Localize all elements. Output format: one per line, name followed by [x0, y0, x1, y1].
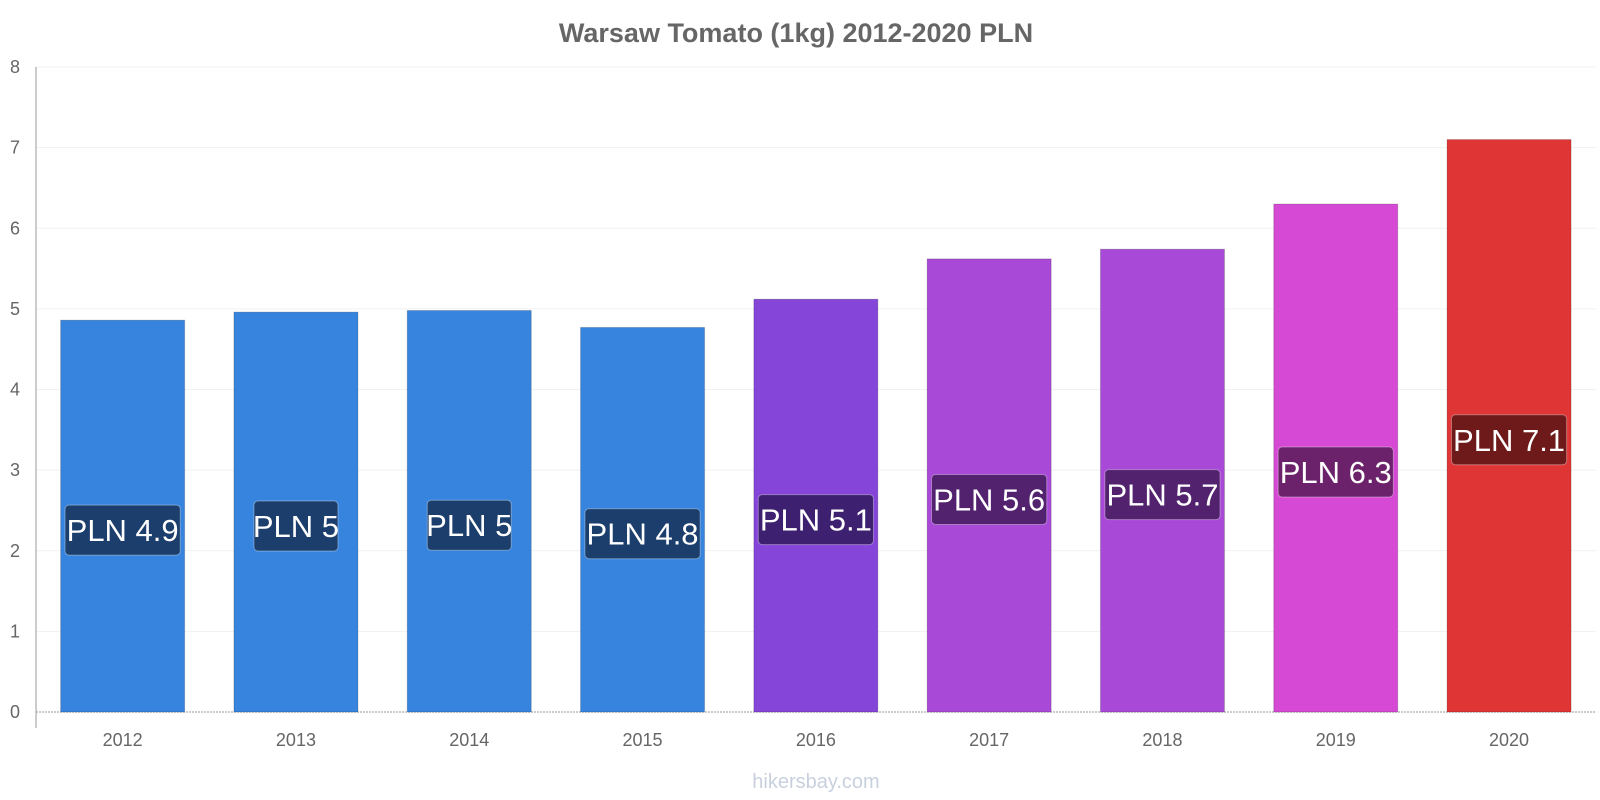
- x-tick-label: 2015: [623, 730, 663, 750]
- y-tick-label: 5: [10, 299, 20, 319]
- y-tick-label: 0: [10, 702, 20, 722]
- x-tick-label: 2020: [1489, 730, 1529, 750]
- y-tick-label: 6: [10, 218, 20, 238]
- y-tick-label: 3: [10, 460, 20, 480]
- data-label: PLN 4.8: [587, 517, 699, 552]
- y-tick-label: 4: [10, 380, 20, 400]
- x-tick-label: 2016: [796, 730, 836, 750]
- data-label-box: [1104, 469, 1221, 521]
- data-label-box: [426, 499, 512, 551]
- x-tick-label: 2013: [276, 730, 316, 750]
- data-label: PLN 4.9: [67, 513, 179, 548]
- y-tick-label: 7: [10, 138, 20, 158]
- data-label-box: [253, 500, 339, 552]
- chart-title: Warsaw Tomato (1kg) 2012-2020 PLN: [559, 18, 1033, 48]
- data-label: PLN 5: [253, 509, 339, 544]
- data-label: PLN 5.1: [760, 503, 872, 538]
- data-label-box: [1450, 414, 1568, 466]
- data-label-box: [1277, 446, 1394, 498]
- data-label: PLN 6.3: [1280, 455, 1392, 490]
- data-label-box: [757, 494, 874, 546]
- x-tick-label: 2018: [1142, 730, 1182, 750]
- y-axis-ticks: 0 1 2 3 4 5 6 7 8: [10, 57, 20, 722]
- x-axis-ticks: 2012 2013 2014 2015 2016 2017 2018 2019 2020: [103, 730, 1529, 750]
- data-label-box: [931, 473, 1048, 525]
- bars: [60, 139, 1572, 713]
- data-label-box: [584, 508, 701, 560]
- x-tick-label: 2019: [1316, 730, 1356, 750]
- y-tick-label: 2: [10, 541, 20, 561]
- x-tick-label: 2012: [103, 730, 143, 750]
- data-label: PLN 5.6: [933, 482, 1045, 517]
- data-label: PLN 7.1: [1453, 423, 1565, 458]
- data-label: PLN 5: [426, 508, 512, 543]
- data-label-box: [64, 504, 181, 556]
- y-tick-label: 1: [10, 621, 20, 641]
- x-tick-label: 2014: [449, 730, 489, 750]
- watermark: hikersbay.com: [752, 771, 879, 793]
- x-tick-label: 2017: [969, 730, 1009, 750]
- data-labels: PLN 4.9 PLN 5 PLN 5 PLN 4.8 PLN 5.1 PLN 5.6 PL…: [64, 414, 1568, 560]
- y-tick-label: 8: [10, 57, 20, 77]
- data-label: PLN 5.7: [1106, 478, 1218, 513]
